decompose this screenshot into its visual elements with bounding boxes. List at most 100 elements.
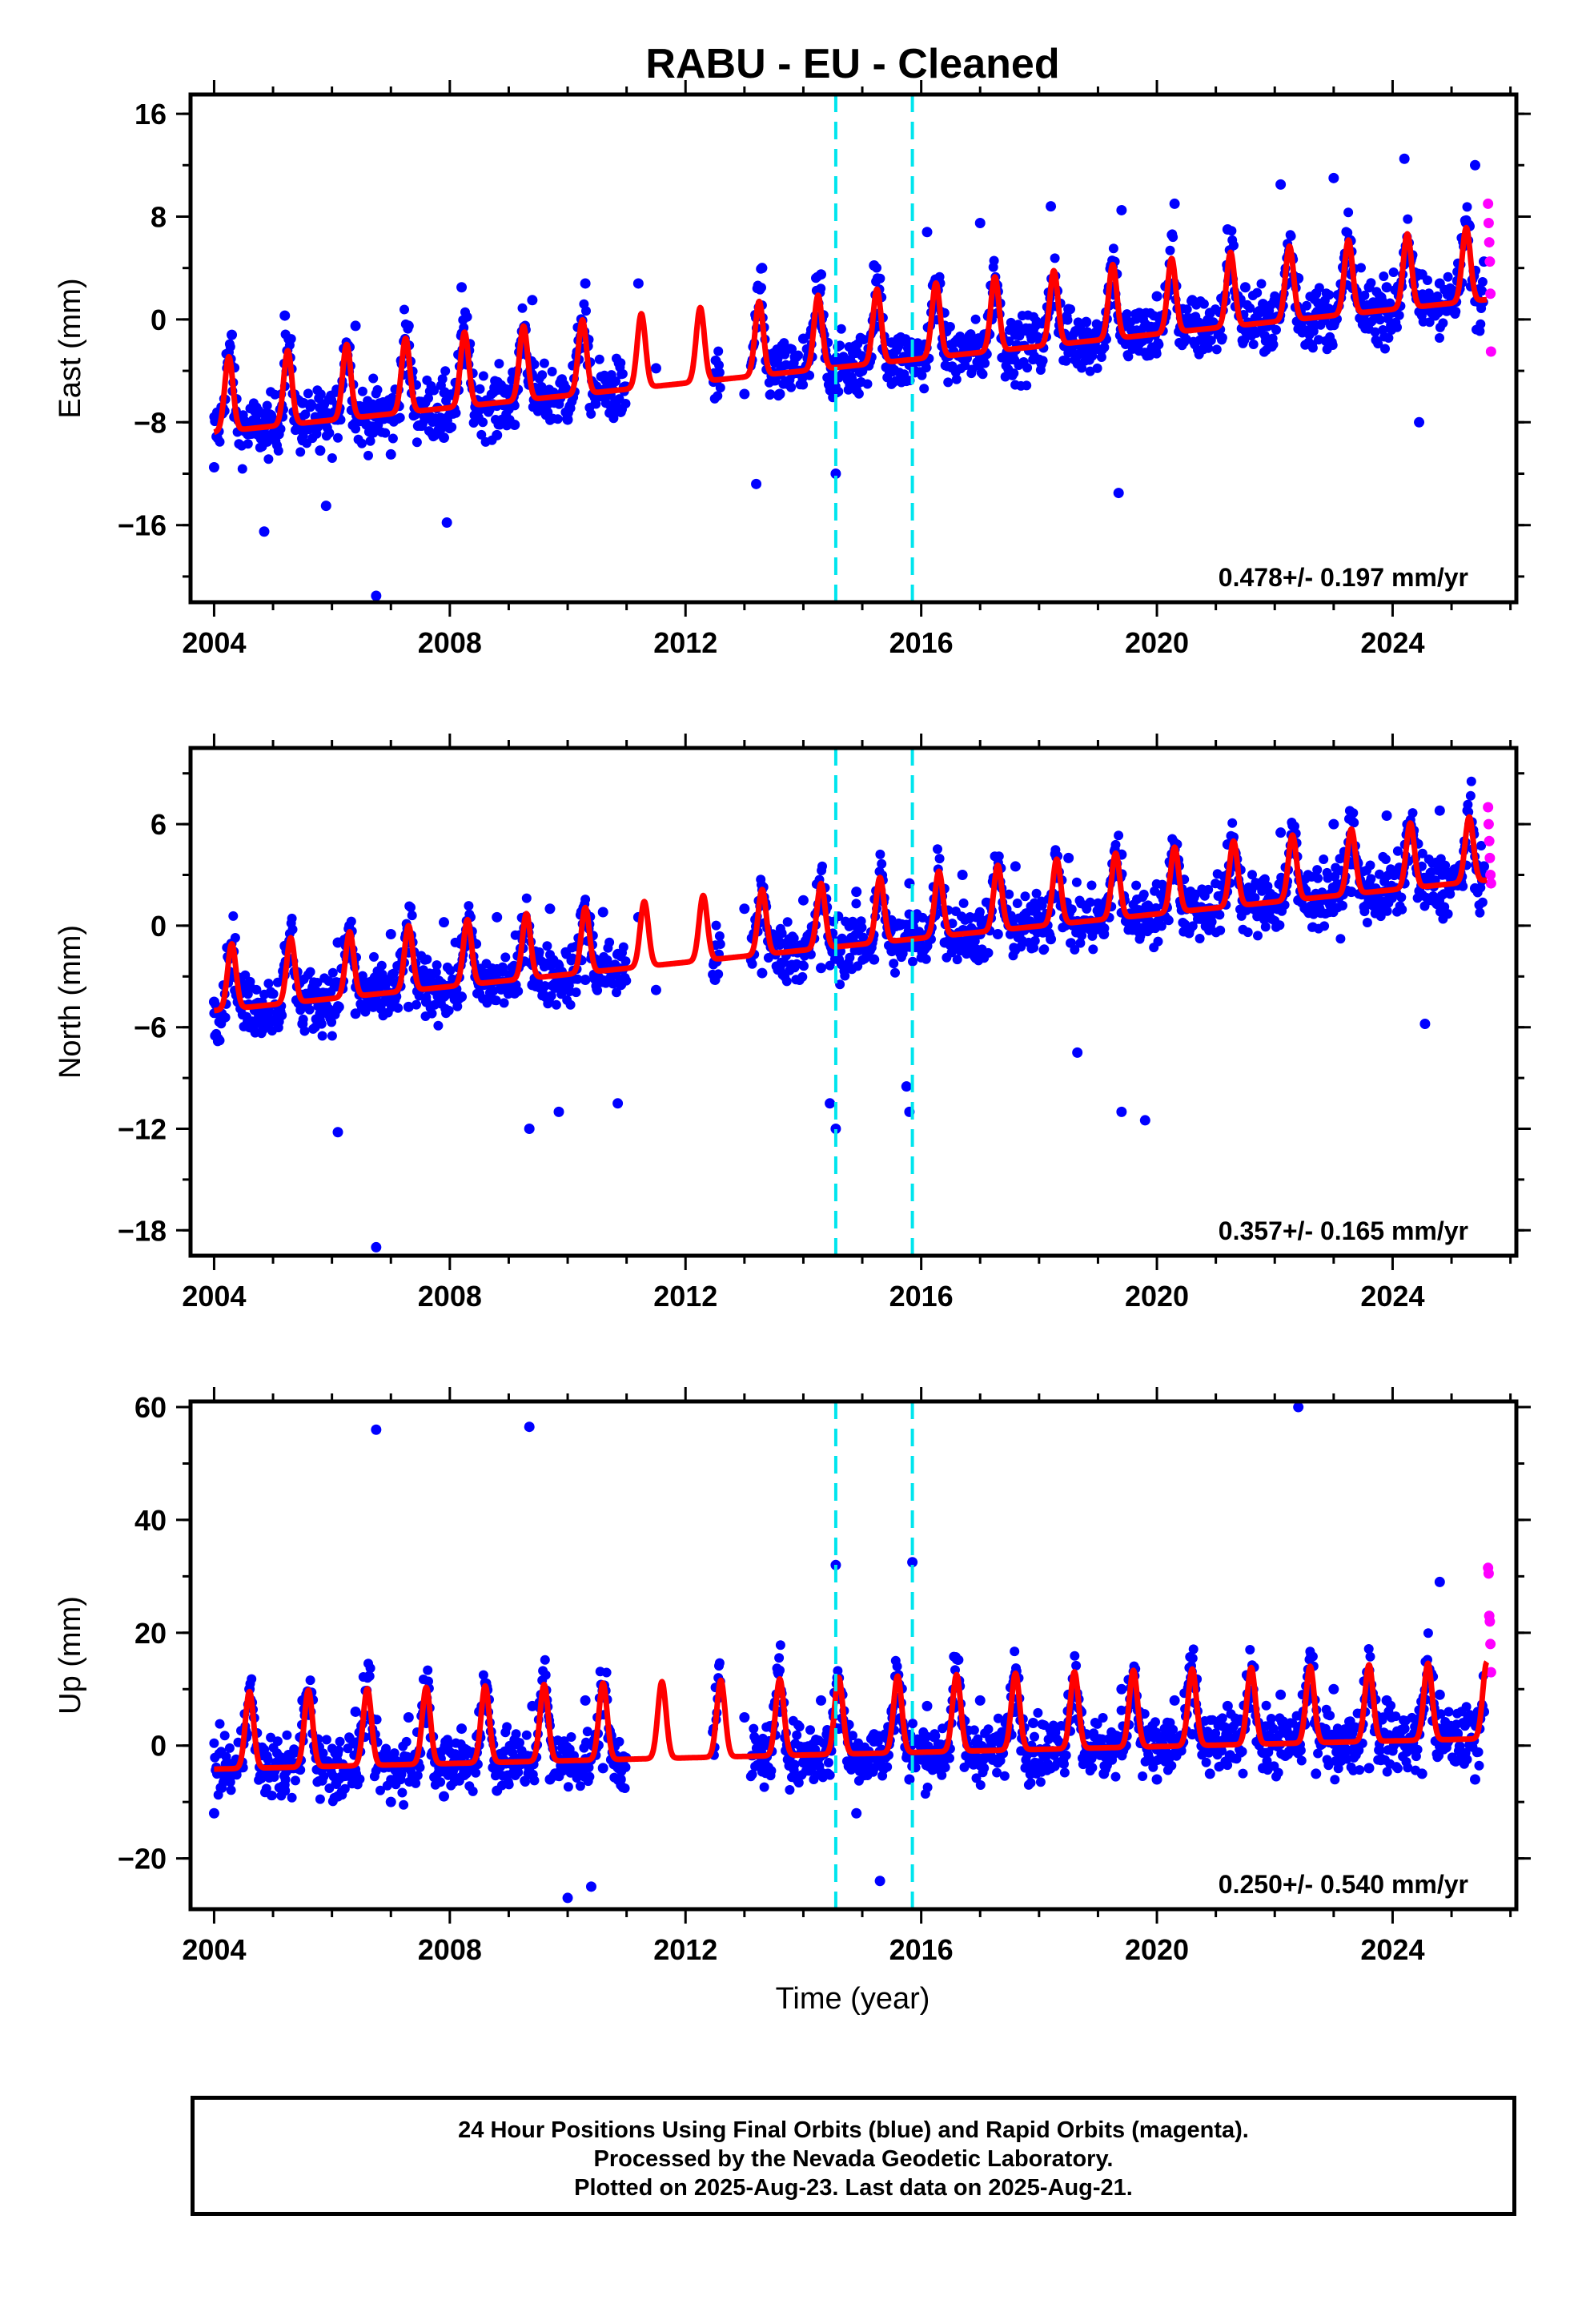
final-orbit-point bbox=[1195, 934, 1205, 943]
final-orbit-point bbox=[295, 447, 306, 457]
final-orbit-point bbox=[1030, 935, 1040, 946]
final-orbit-point bbox=[521, 1730, 532, 1740]
final-orbit-point bbox=[571, 987, 581, 998]
final-orbit-point bbox=[1275, 179, 1287, 190]
final-orbit-point bbox=[464, 901, 474, 911]
final-orbit-point bbox=[1063, 304, 1074, 315]
final-orbit-point bbox=[499, 998, 509, 1008]
final-orbit-point bbox=[1071, 877, 1082, 887]
final-orbit-point bbox=[989, 255, 999, 266]
final-orbit-point bbox=[1381, 282, 1392, 293]
outlier-point bbox=[441, 517, 452, 528]
final-orbit-point bbox=[580, 278, 591, 289]
final-orbit-point bbox=[380, 428, 391, 438]
final-orbit-point bbox=[369, 951, 379, 962]
final-orbit-point bbox=[774, 388, 785, 400]
final-orbit-point bbox=[225, 342, 235, 352]
final-orbit-point bbox=[1059, 1759, 1069, 1769]
final-orbit-point bbox=[304, 1004, 315, 1015]
final-orbit-point bbox=[1061, 1750, 1071, 1760]
final-orbit-point bbox=[1163, 915, 1174, 926]
final-orbit-point bbox=[247, 1674, 257, 1684]
final-orbit-point bbox=[471, 1767, 481, 1778]
final-orbit-point bbox=[1077, 363, 1087, 373]
final-orbit-point bbox=[272, 977, 283, 987]
final-orbit-point bbox=[1434, 805, 1445, 816]
outlier-point bbox=[371, 1241, 382, 1252]
final-orbit-point bbox=[262, 1013, 273, 1024]
final-orbit-point bbox=[451, 408, 461, 418]
final-orbit-point bbox=[209, 1738, 219, 1748]
final-orbit-point bbox=[714, 931, 725, 941]
final-orbit-point bbox=[1165, 245, 1175, 255]
final-orbit-point bbox=[1096, 352, 1106, 362]
final-orbit-point bbox=[316, 1019, 327, 1029]
final-orbit-point bbox=[1110, 839, 1121, 850]
final-orbit-point-cloud bbox=[209, 776, 1488, 1047]
rapid-orbit-point bbox=[1483, 818, 1494, 830]
final-orbit-point bbox=[1134, 308, 1145, 319]
final-orbit-point bbox=[1154, 340, 1164, 350]
final-orbit-point bbox=[1438, 318, 1448, 328]
final-orbit-point bbox=[225, 1777, 235, 1787]
final-orbit-point bbox=[1150, 903, 1161, 913]
final-orbit-point bbox=[478, 417, 488, 428]
y-axis-label: North (mm) bbox=[54, 925, 87, 1079]
final-orbit-point bbox=[825, 1770, 835, 1780]
final-orbit-point bbox=[1039, 944, 1050, 955]
final-orbit-point bbox=[1168, 1724, 1178, 1735]
rapid-orbit-point bbox=[1484, 256, 1496, 267]
outlier-point bbox=[524, 1124, 535, 1134]
final-orbit-point bbox=[1203, 884, 1214, 895]
final-orbit-point bbox=[1138, 889, 1149, 899]
final-orbit-point bbox=[789, 1759, 800, 1770]
final-orbit-point bbox=[617, 368, 628, 379]
final-orbit-point bbox=[444, 1005, 454, 1015]
final-orbit-point bbox=[848, 920, 858, 931]
final-orbit-point bbox=[1258, 299, 1269, 310]
outlier-point bbox=[1072, 1047, 1083, 1058]
final-orbit-point bbox=[845, 952, 855, 963]
final-orbit-point bbox=[305, 967, 315, 977]
final-orbit-point bbox=[1061, 356, 1071, 366]
final-orbit-point bbox=[1443, 909, 1453, 919]
final-orbit-point bbox=[1131, 880, 1142, 891]
final-orbit-point bbox=[851, 899, 861, 909]
y-tick-label: 0 bbox=[151, 304, 167, 336]
final-orbit-point bbox=[979, 1763, 990, 1773]
final-orbit-point bbox=[1222, 224, 1233, 235]
final-orbit-point bbox=[563, 1782, 573, 1792]
final-orbit-point bbox=[999, 1771, 1010, 1781]
final-orbit-point bbox=[1013, 320, 1023, 330]
x-axis-label: Time (year) bbox=[776, 1982, 930, 2016]
final-orbit-point bbox=[1451, 307, 1461, 316]
final-orbit-point bbox=[357, 971, 367, 981]
final-orbit-point bbox=[650, 984, 661, 995]
final-orbit-point bbox=[799, 961, 809, 971]
final-orbit-point bbox=[794, 1722, 805, 1732]
final-orbit-point bbox=[1150, 1717, 1160, 1727]
final-orbit-point bbox=[286, 334, 296, 344]
final-orbit-point bbox=[823, 1758, 833, 1767]
x-tick-label: 2004 bbox=[182, 1280, 246, 1313]
final-orbit-point bbox=[527, 295, 538, 306]
final-orbit-point bbox=[1380, 854, 1391, 864]
final-orbit-point bbox=[321, 1735, 331, 1745]
final-orbit-point bbox=[447, 422, 457, 432]
final-orbit-point bbox=[1307, 343, 1318, 353]
final-orbit-point bbox=[399, 1799, 409, 1810]
final-orbit-point bbox=[1252, 287, 1263, 298]
final-orbit-point-cloud bbox=[209, 202, 1488, 474]
final-orbit-point bbox=[367, 1001, 379, 1012]
final-orbit-point bbox=[1319, 921, 1330, 931]
final-orbit-point bbox=[711, 920, 721, 931]
final-orbit-point bbox=[1260, 922, 1271, 932]
final-orbit-point bbox=[620, 1783, 630, 1793]
final-orbit-point bbox=[1012, 899, 1022, 908]
final-orbit-point bbox=[620, 399, 631, 408]
final-orbit-point bbox=[1464, 807, 1474, 817]
final-orbit-point bbox=[1204, 308, 1215, 319]
final-orbit-point bbox=[357, 438, 367, 448]
final-orbit-point bbox=[1338, 900, 1347, 911]
final-orbit-point bbox=[970, 314, 981, 324]
